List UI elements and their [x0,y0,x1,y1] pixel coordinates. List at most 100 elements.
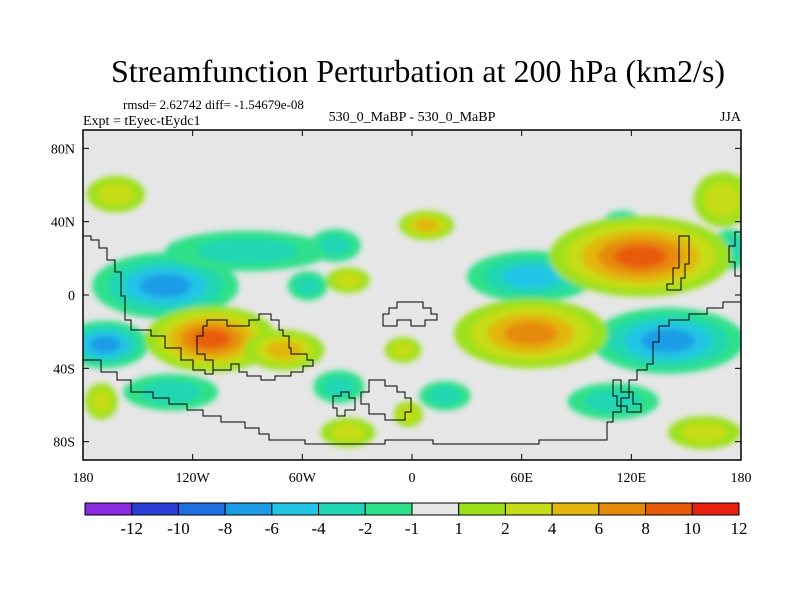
x-tick-label: 60E [510,471,533,486]
colorbar-label: 4 [548,519,557,538]
contour-level [196,238,299,264]
contour-level [89,336,121,353]
colorbar-label: 1 [454,519,463,538]
colorbar-swatch [645,502,693,516]
colorbar-swatch [691,502,740,516]
colorbar-swatch [458,502,506,516]
contour-blob [84,383,118,420]
contour-blob [454,298,608,369]
coastline-layer [83,231,741,445]
colorbar-swatch [504,502,553,516]
contour-blob [309,229,361,262]
coastline-east-edge [728,231,741,277]
x-tick-label: 120W [176,471,211,486]
contour-blob [313,370,365,404]
colorbar-label: -12 [120,519,143,538]
colorbar-label: -10 [167,519,190,538]
y-tick-label: 80S [53,436,75,451]
contour-level [704,182,741,217]
contour-level [391,342,415,358]
colorbar-label: 6 [595,519,604,538]
contour-blob [591,307,741,374]
contour-level [502,265,560,289]
contour-blob [145,306,277,372]
contour-blob [667,416,741,449]
contour-level [399,406,418,423]
coastline-south-atlantic-islands [332,379,412,421]
contour-blob [419,381,471,411]
colorbar-swatch [364,502,413,516]
contour-blob [693,172,741,228]
contour-blob [320,417,376,448]
stats-text: rmsd= 2.62742 diff= -1.54679e-08 [123,97,304,112]
contour-level [334,272,362,289]
season-label: JJA [720,110,742,125]
contour-level [266,341,302,359]
colorbar-swatch [551,502,600,516]
contour-level [331,423,365,442]
contour-fill-layer [83,172,741,449]
y-tick-label: 40N [51,216,75,231]
y-axis: 80N 40N 0 40S 80S [51,142,741,451]
contour-blob [326,267,370,294]
coastline-americas [83,235,314,381]
y-tick-label: 40S [53,362,75,377]
colorbar-label: -6 [265,519,279,538]
contour-blob [393,401,423,428]
coastline-australia-south [612,379,642,413]
map-plot-area [83,130,741,460]
x-tick-label: 180 [731,471,752,486]
colorbar-label: 2 [501,519,510,538]
contour-level [192,329,230,349]
colorbar-label: -1 [405,519,419,538]
contour-level [139,274,191,298]
coastline-east-asia [666,235,690,291]
colorbar-label: -8 [218,519,232,538]
contour-blob [287,271,328,301]
x-axis: 180 120W 60W 0 60E 120E 180 [73,130,752,486]
contour-blob [83,320,149,369]
contour-level [429,386,461,405]
contour-blob [92,252,239,319]
x-tick-label: 120E [617,471,647,486]
contour-level [504,321,558,346]
colorbar-label: 8 [641,519,650,538]
y-tick-label: 80N [51,142,75,157]
y-tick-label: 0 [68,289,75,304]
colorbar-swatch [177,502,226,516]
contour-level [323,376,355,397]
colorbar-swatch [224,502,273,516]
contour-blob [165,230,330,272]
colorbar-label: -2 [358,519,372,538]
contour-level [319,235,351,256]
comparison-label: 530_0_MaBP - 530_0_MaBP [329,110,496,125]
colorbar: -12 -10 -8 -6 -4 -2 -1 1 2 4 6 8 10 12 [84,502,748,538]
contour-level [614,245,667,268]
contour-level [97,182,134,206]
colorbar-swatch [411,502,460,516]
x-tick-label: 0 [409,471,416,486]
colorbar-swatch [318,502,366,516]
contour-level [414,218,439,232]
x-tick-label: 60W [289,471,317,486]
contour-level [295,276,321,295]
colorbar-swatch [598,502,647,516]
chart-title: Streamfunction Perturbation at 200 hPa (… [111,53,725,89]
contour-blob [86,175,146,213]
contour-blob [549,216,732,297]
colorbar-label: 10 [684,519,701,538]
coastline-antarctic-rim [83,301,741,445]
colorbar-swatch [271,502,320,516]
contour-level [91,390,112,413]
colorbar-label: -4 [311,519,326,538]
contour-blob [399,210,454,240]
contour-level [681,422,727,443]
coastline-maritime-continent [382,301,438,327]
colorbar-label: 12 [731,519,748,538]
contour-level [641,329,695,353]
x-tick-label: 180 [73,471,94,486]
colorbar-swatch [84,502,133,516]
contour-blob [384,337,422,363]
colorbar-swatch [131,502,179,516]
